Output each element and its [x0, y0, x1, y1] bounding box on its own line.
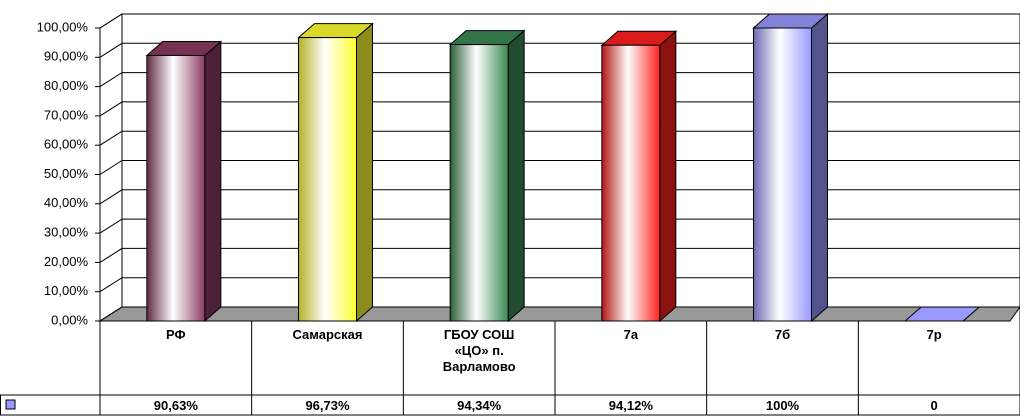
bar-side [507, 29, 525, 323]
category-label: Самарская [292, 327, 363, 342]
bar [449, 44, 509, 322]
legend-key [5, 399, 16, 410]
bar-side [659, 30, 677, 323]
y-tick-label: 60,00% [44, 137, 89, 152]
grid-line [99, 42, 1020, 58]
bar-top [903, 306, 981, 322]
grid-line [99, 130, 1020, 146]
bar [753, 27, 812, 322]
grid-line [99, 189, 1020, 205]
y-tick-label: 100,00% [37, 19, 89, 34]
value-label: 94,12% [608, 398, 653, 413]
value-label: 94,34% [457, 398, 502, 413]
floor [98, 306, 1020, 322]
category-label: ГБОУ СОШ «ЦО» п. Варламово [442, 327, 516, 374]
grid-line [99, 218, 1020, 234]
grid-line [99, 101, 1020, 117]
bar-side [204, 40, 222, 323]
y-tick-label: 10,00% [44, 283, 89, 298]
y-tick-label: 90,00% [44, 49, 89, 64]
bar [298, 37, 357, 322]
value-label: 0 [930, 398, 938, 413]
bar [601, 44, 661, 322]
value-label: 100% [765, 398, 800, 413]
grid-line [99, 277, 1020, 293]
category-label: 7а [623, 327, 639, 342]
grid-line [99, 160, 1020, 175]
y-tick-label: 20,00% [44, 254, 89, 269]
grid-line [99, 247, 1020, 263]
category-label: 7р [926, 327, 942, 342]
value-label: 96,73% [305, 398, 350, 413]
bar [146, 54, 206, 322]
bar-side [811, 12, 828, 323]
grid-line [99, 72, 1020, 88]
y-tick-label: 50,00% [44, 166, 89, 181]
y-tick-label: 0,00% [51, 312, 88, 327]
value-label: 90,63% [153, 398, 198, 413]
y-tick-label: 40,00% [44, 195, 89, 210]
y-tick-label: 80,00% [44, 78, 89, 93]
category-label: 7б [774, 327, 791, 342]
y-tick-label: 30,00% [44, 225, 89, 240]
y-tick-label: 70,00% [44, 107, 89, 122]
category-label: РФ [166, 327, 186, 342]
grid-line [99, 306, 1020, 322]
bar-side [356, 22, 373, 323]
grid-line [99, 13, 1020, 29]
